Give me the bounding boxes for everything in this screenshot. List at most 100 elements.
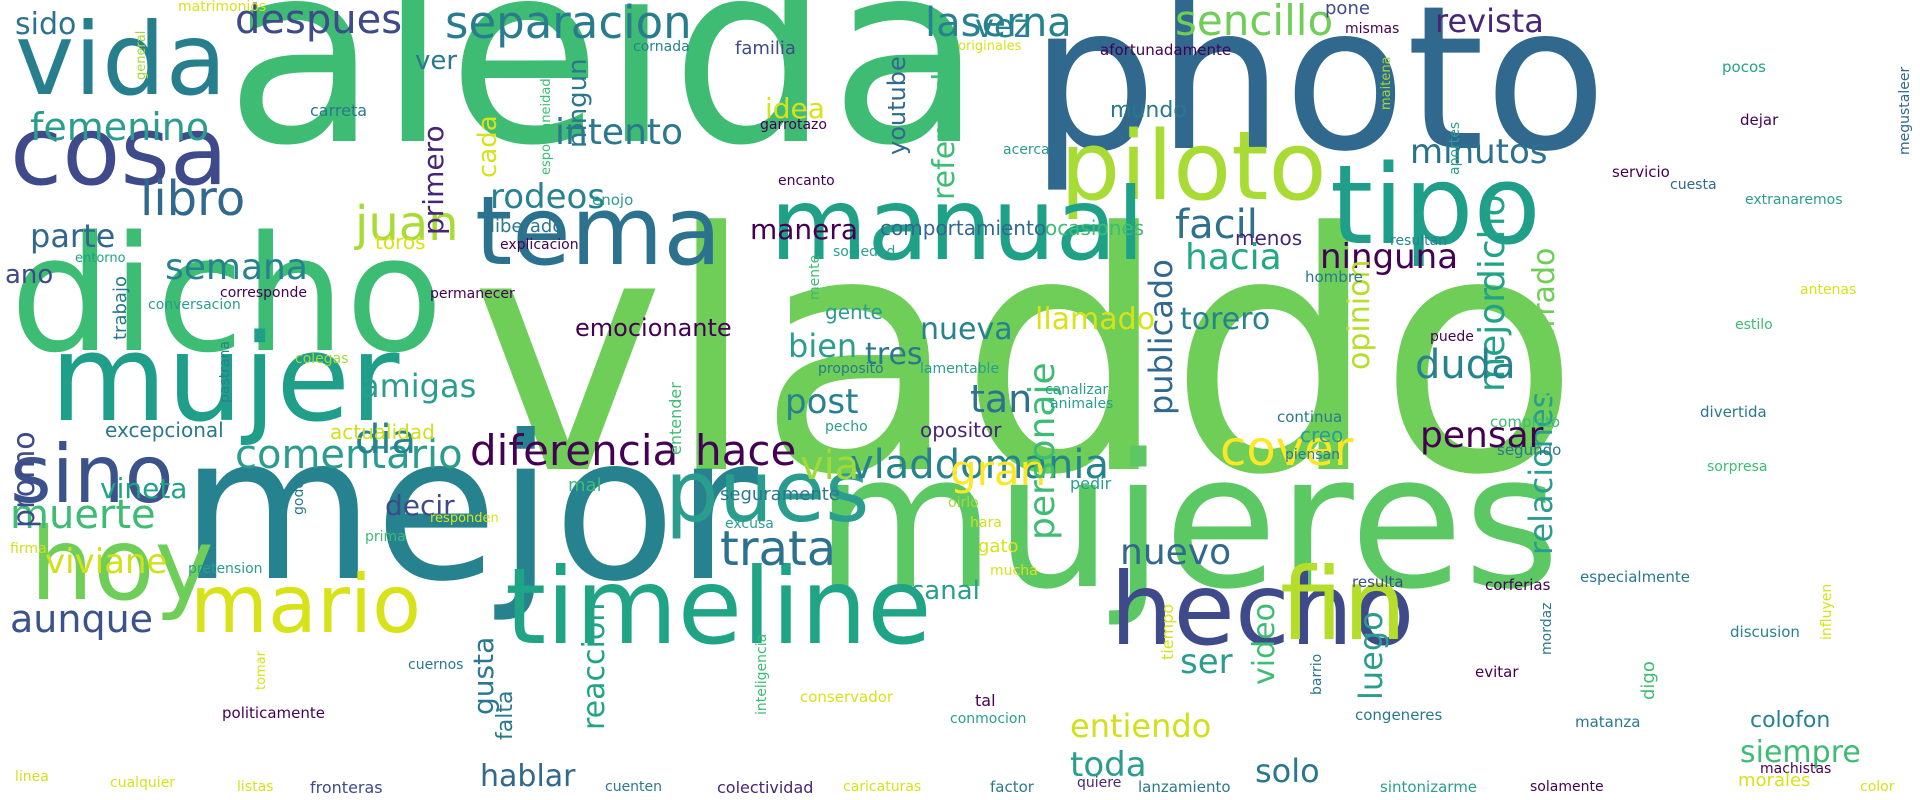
word-hara: hara xyxy=(970,515,1002,531)
word-matrimonios: matrimonios xyxy=(178,0,267,15)
word-primero: primero xyxy=(417,125,450,235)
word-pretension: pretension xyxy=(188,561,263,577)
word-tema: tema xyxy=(475,177,722,287)
word-pecho: pecho xyxy=(825,419,868,435)
word-extranaremos: extranaremos xyxy=(1745,192,1843,208)
word-semana: semana xyxy=(165,247,308,288)
word-megustaleer: megustaleer xyxy=(1897,66,1913,155)
word-seguramente: seguramente xyxy=(720,484,840,505)
word-cada: cada xyxy=(473,115,503,178)
word-entender: entender xyxy=(666,382,685,455)
word-digo: digo xyxy=(1638,661,1659,700)
word-decir: decir xyxy=(385,489,455,522)
word-discusion: discusion xyxy=(1730,623,1800,641)
word-hombre: hombre xyxy=(1305,268,1363,286)
word-estilo: estilo xyxy=(1735,317,1773,333)
word-trabajo: trabajo xyxy=(110,276,131,340)
word-cuernos: cuernos xyxy=(408,657,464,673)
word-general: general xyxy=(134,30,149,80)
word-reaccion: reaccion xyxy=(577,602,612,730)
word-linea: linea xyxy=(15,769,49,785)
word-cuenten: cuenten xyxy=(605,779,663,795)
word-segundo: segundo xyxy=(1497,441,1562,459)
word-matanza: matanza xyxy=(1575,713,1641,731)
word-entorno: entorno xyxy=(75,251,126,266)
word-politicamente: politicamente xyxy=(222,704,325,722)
word-solo: solo xyxy=(1255,752,1320,790)
word-comportamiento: comportamiento xyxy=(880,216,1047,240)
word-cuesta: cuesta xyxy=(1670,177,1717,193)
word-acerca: acerca xyxy=(1003,142,1050,158)
word-menos: menos xyxy=(1235,226,1303,250)
word-listas: listas xyxy=(237,779,274,795)
word-toros: toros xyxy=(375,230,426,254)
word-juan: juan xyxy=(355,196,459,252)
word-factor: factor xyxy=(990,778,1034,796)
word-conversacion: conversacion xyxy=(148,297,241,313)
word-cualquier: cualquier xyxy=(110,775,176,791)
word-dia: dia xyxy=(355,417,417,463)
word-solamente: solamente xyxy=(1530,779,1604,795)
word-godo: godo xyxy=(291,480,307,515)
word-tomar: tomar xyxy=(254,650,269,690)
word-ningun: ningun xyxy=(563,58,593,148)
word-entiendo: entiendo xyxy=(1070,707,1212,745)
word-opositor: opositor xyxy=(920,418,1002,442)
word-llamado: llamado xyxy=(1035,302,1156,337)
word-vida: vida xyxy=(15,1,227,118)
word-ninguna: ninguna xyxy=(1320,237,1459,277)
word-sorpresa: sorpresa xyxy=(1707,459,1768,475)
word-mejordicho-b: dicho xyxy=(1472,194,1513,293)
word-lamentable: lamentable xyxy=(920,361,1000,377)
word-maitena: maitena xyxy=(1379,56,1394,110)
word-revista: revista xyxy=(1435,2,1544,40)
word-photo: photo xyxy=(1030,0,1607,196)
word-vineta: vineta xyxy=(100,472,188,505)
word-permanecer: permanecer xyxy=(430,286,515,302)
word-liberado: liberado xyxy=(490,216,564,237)
word-proposito: proposito xyxy=(818,361,884,377)
word-influyen: influyen xyxy=(1819,583,1835,640)
word-amigas: amigas xyxy=(360,367,477,405)
word-tipo: tipo xyxy=(1330,141,1541,269)
word-machistas: machistas xyxy=(1760,761,1832,777)
word-especialmente: especialmente xyxy=(1580,568,1691,586)
word-dejar: dejar xyxy=(1740,111,1779,129)
word-nueva: nueva xyxy=(920,312,1013,347)
word-femenino: femenino xyxy=(30,105,210,149)
word-via: via xyxy=(800,443,860,489)
word-pues: pues xyxy=(665,443,870,542)
word-torero: torero xyxy=(1180,302,1271,337)
word-falta: falta xyxy=(493,690,518,740)
word-encerrado: encerrado xyxy=(1527,247,1562,400)
word-servicio: servicio xyxy=(1612,163,1670,181)
word-promo: promo xyxy=(7,431,42,528)
word-inteligencia: inteligencia xyxy=(754,633,770,715)
word-antenas: antenas xyxy=(1800,282,1857,298)
word-hacia: hacia xyxy=(1185,237,1282,278)
word-oirlo: oirlo xyxy=(948,495,979,511)
word-cover: cover xyxy=(1220,421,1354,477)
word-emocionante: emocionante xyxy=(575,314,732,342)
word-tiempo: tiempo xyxy=(1158,603,1177,660)
word-piloto: piloto xyxy=(1060,112,1327,222)
word-facil: facil xyxy=(1175,202,1258,248)
word-caricaturas: caricaturas xyxy=(843,779,922,795)
word-hoy: hoy xyxy=(30,506,214,623)
word-hace: hace xyxy=(695,426,797,475)
word-colofon: colofon xyxy=(1750,708,1831,733)
word-mejor: mejor xyxy=(180,393,759,626)
word-sino: sino xyxy=(10,428,174,521)
word-idea: idea xyxy=(765,92,825,125)
word-explicacion: explicacion xyxy=(500,237,579,253)
word-sociedad: sociedad xyxy=(833,244,896,260)
word-barrio: barrio xyxy=(1309,653,1325,695)
word-pocos: pocos xyxy=(1722,58,1766,76)
word-lanzamiento: lanzamiento xyxy=(1138,778,1231,796)
word-hablar: hablar xyxy=(480,759,576,794)
word-pensar: pensar xyxy=(1420,415,1544,456)
word-color: color xyxy=(1860,779,1895,795)
word-enojo: enojo xyxy=(592,191,634,209)
word-minutos: minutos xyxy=(1410,132,1548,172)
word-puede: puede xyxy=(1430,329,1474,345)
